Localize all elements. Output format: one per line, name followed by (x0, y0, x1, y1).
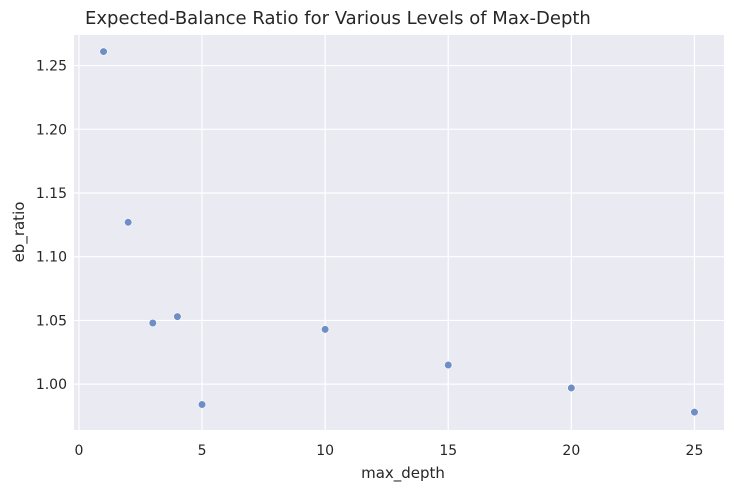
y-tick-label: 1.10 (36, 250, 67, 266)
data-points (99, 47, 699, 417)
y-tick-label: 1.20 (36, 122, 67, 138)
data-point (99, 47, 108, 56)
data-point (690, 408, 699, 417)
y-tick-label: 1.25 (36, 59, 67, 75)
tick-labels: 0 5 10 15 20 25 1.00 1.05 1.10 1.15 1.20 1.25 (36, 59, 704, 459)
y-tick-label: 1.05 (36, 313, 67, 329)
plot-area (74, 35, 724, 430)
data-point (124, 218, 133, 227)
data-point (444, 360, 453, 370)
x-tick-label: 25 (686, 443, 704, 459)
y-tick-label: 1.00 (36, 377, 67, 393)
x-tick-label: 10 (316, 443, 334, 459)
y-tick-label: 1.15 (36, 186, 67, 202)
x-tick-label: 20 (562, 443, 580, 459)
x-tick-label: 0 (74, 443, 83, 459)
x-tick-label: 15 (439, 443, 457, 459)
data-point (321, 325, 330, 334)
x-tick-label: 5 (198, 443, 207, 459)
x-axis-label: max_depth (361, 464, 445, 483)
data-point (567, 383, 576, 393)
chart-title: Expected-Balance Ratio for Various Level… (85, 8, 591, 29)
data-point (148, 318, 157, 328)
y-axis-label: eb_ratio (10, 202, 29, 263)
data-point (197, 400, 207, 409)
grid-lines (74, 35, 724, 430)
data-point (173, 312, 182, 321)
